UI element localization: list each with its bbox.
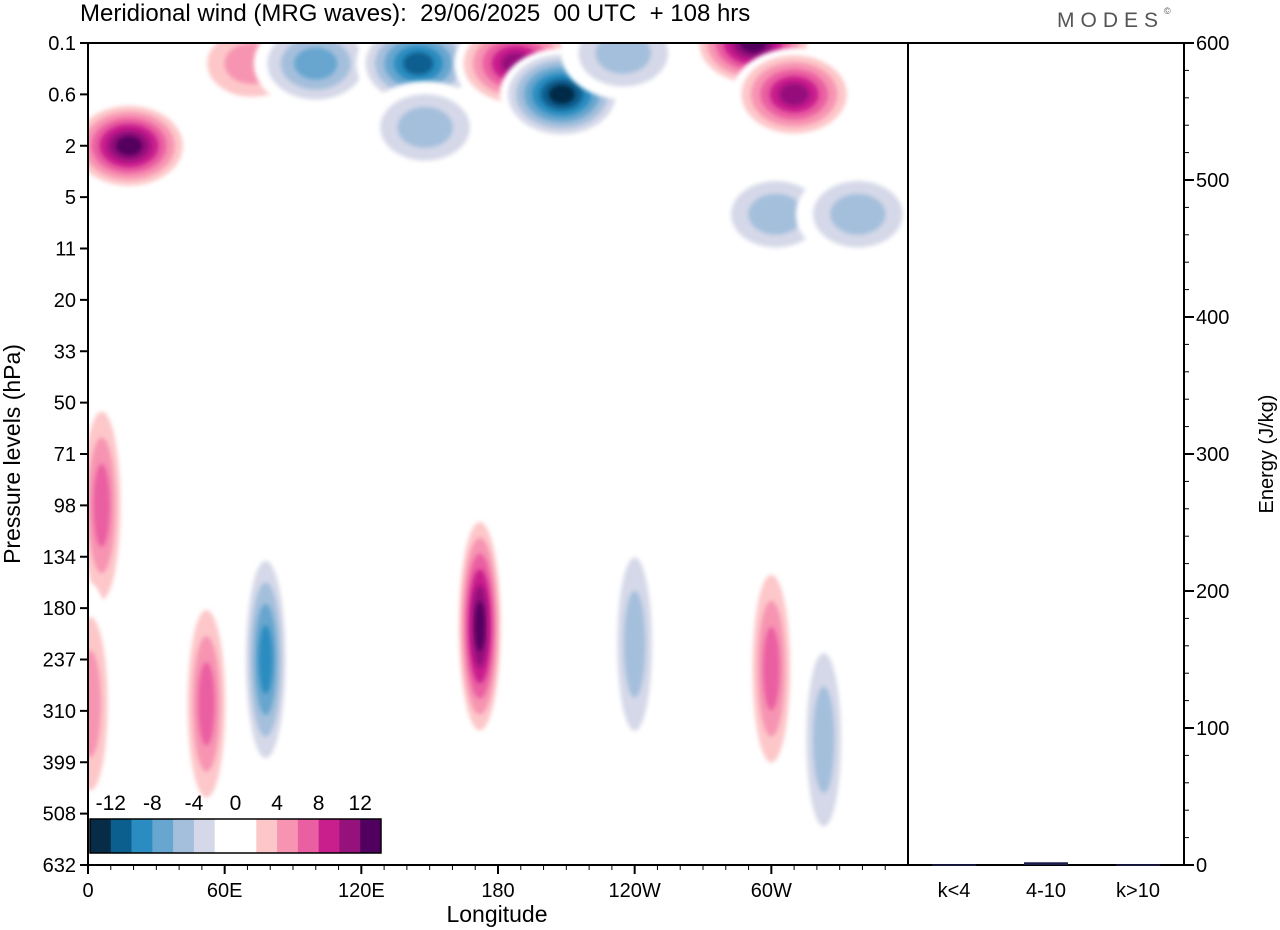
energy-tick-label: 600 <box>1196 33 1229 55</box>
energy-bar-2 <box>1116 864 1160 866</box>
energy-category-label: 4-10 <box>1026 880 1066 902</box>
contour-12-3 <box>93 463 110 548</box>
y-tick-label: 508 <box>43 804 76 826</box>
colorbar-label: -12 <box>96 792 126 815</box>
colorbar-swatch <box>131 819 153 853</box>
x-axis-label: Longitude <box>446 901 547 927</box>
contour-14-3 <box>198 662 215 746</box>
y-tick-label: 632 <box>43 855 76 877</box>
energy-tick-label: 400 <box>1196 307 1229 329</box>
x-tick-label: 180 <box>481 880 514 902</box>
contour-13-4 <box>258 625 273 694</box>
x-tick-label: 120E <box>338 880 385 902</box>
contour-11-2 <box>830 193 886 235</box>
contour-5-6 <box>548 84 575 105</box>
energy-axis: 0 100 200 300 400 500 600 <box>1184 33 1229 877</box>
colorbar-frame <box>89 818 382 854</box>
y-tick-label: 134 <box>43 547 76 569</box>
contour-18-2 <box>813 686 835 794</box>
contour-15-6 <box>474 600 485 652</box>
brand-mark: © <box>1164 6 1171 16</box>
colorbar-swatch <box>360 819 382 853</box>
y-tick-label: 2 <box>65 136 76 158</box>
colorbar-label: 8 <box>313 792 325 815</box>
energy-axis-label: Energy (J/kg) <box>1256 395 1278 514</box>
y-tick-label: 237 <box>43 650 76 672</box>
contour-17-3 <box>763 626 780 711</box>
pressure-axis: 0.1 0.6 2 5 11 20 33 50 71 98 134 180 237 310 399 508 63… <box>43 33 88 877</box>
colorbar-label: 12 <box>349 792 372 815</box>
y-tick-label: 0.1 <box>48 33 76 55</box>
colorbar-label: 0 <box>230 792 242 815</box>
y-tick-label: 5 <box>65 187 76 209</box>
colorbar-swatch <box>277 819 299 853</box>
contour-8-5 <box>779 83 810 106</box>
y-tick-label: 33 <box>54 341 76 363</box>
energy-category-label: k>10 <box>1116 880 1160 902</box>
x-tick-label: 60E <box>207 880 243 902</box>
energy-tick-label: 100 <box>1196 718 1229 740</box>
energy-tick-label: 0 <box>1196 855 1207 877</box>
energy-category-label: k<4 <box>938 880 971 902</box>
colorbar-label: -4 <box>185 792 204 815</box>
heatmap-field <box>88 43 908 860</box>
energy-bars: k<4 4-10 k>10 <box>932 862 1160 902</box>
y-tick-label: 310 <box>43 701 76 723</box>
x-tick-label: 0 <box>82 880 93 902</box>
contour-19-2 <box>88 650 101 758</box>
energy-panel-frame <box>907 42 1185 866</box>
longitude-axis: 0 60E 120E 180 120W 60W <box>82 865 886 902</box>
y-axis-label: Pressure levels (hPa) <box>0 344 25 564</box>
colorbar-label: 4 <box>271 792 283 815</box>
colorbar-swatch <box>214 819 236 853</box>
y-tick-label: 71 <box>54 444 76 466</box>
brand-text: MODES <box>1057 9 1165 32</box>
y-tick-label: 20 <box>54 290 76 312</box>
energy-bar-0 <box>932 864 976 866</box>
contour-0-6 <box>115 136 143 156</box>
colorbar-swatch <box>193 819 216 853</box>
colorbar-swatch <box>256 819 278 853</box>
contour-2-3 <box>294 47 338 80</box>
x-tick-label: 60W <box>751 880 792 902</box>
contour-9-2 <box>397 107 453 148</box>
y-tick-label: 11 <box>55 239 76 261</box>
colorbar-swatch <box>297 819 319 853</box>
energy-tick-label: 500 <box>1196 170 1229 192</box>
contour-6-2 <box>595 43 651 74</box>
colorbar-swatch <box>173 819 195 853</box>
colorbar-swatch <box>90 819 112 853</box>
chart-title: Meridional wind (MRG waves): 29/06/2025 … <box>80 0 751 27</box>
contour-10-2 <box>748 193 804 235</box>
contour-3-5 <box>403 52 434 75</box>
y-tick-label: 0.6 <box>48 84 76 106</box>
contour-7-6 <box>740 43 767 53</box>
energy-tick-label: 200 <box>1196 581 1229 603</box>
colorbar: -12 -8 -4 0 4 8 12 <box>89 792 382 854</box>
contour-16-2 <box>623 590 646 698</box>
energy-bar-1 <box>1024 862 1068 865</box>
brand-logo: MODES© <box>1057 6 1171 33</box>
colorbar-swatch <box>152 819 174 853</box>
x-tick-label: 120W <box>609 880 661 902</box>
colorbar-label: -8 <box>143 792 162 815</box>
colorbar-swatch <box>110 819 132 853</box>
colorbar-swatch <box>339 819 361 853</box>
colorbar-swatch <box>318 819 340 853</box>
colorbar-swatch <box>235 819 257 853</box>
y-tick-label: 180 <box>43 598 76 620</box>
y-tick-label: 399 <box>43 752 76 774</box>
energy-tick-label: 300 <box>1196 444 1229 466</box>
y-tick-label: 50 <box>54 393 76 415</box>
y-tick-label: 98 <box>54 495 76 517</box>
